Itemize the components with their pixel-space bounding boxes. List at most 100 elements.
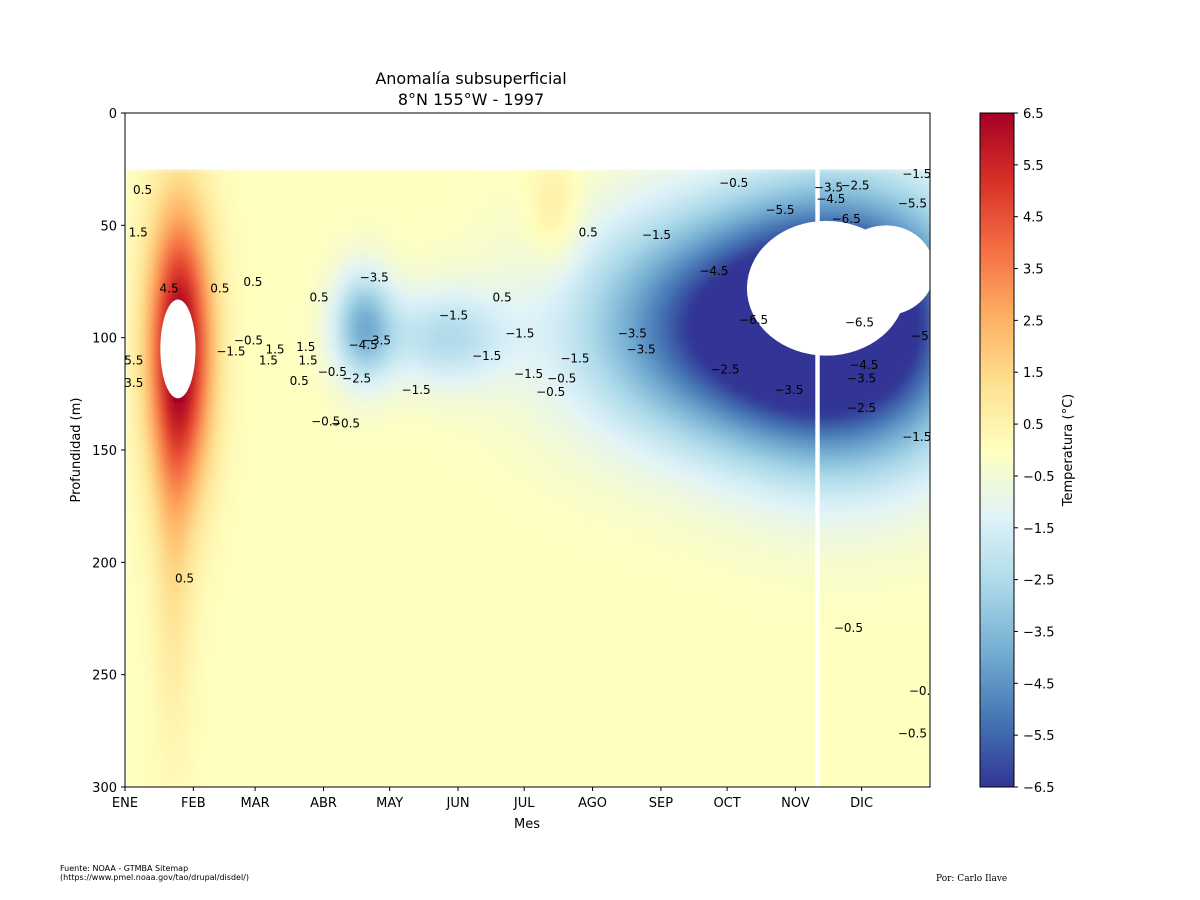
heatmap-cell [469, 645, 476, 655]
heatmap-cell [449, 565, 456, 575]
heatmap-cell [522, 708, 529, 718]
heatmap-cell [218, 322, 225, 332]
heatmap-cell [416, 771, 423, 781]
heatmap-cell [529, 448, 536, 458]
heatmap-cell [323, 457, 330, 467]
heatmap-cell [522, 286, 529, 296]
heatmap-cell [555, 304, 562, 314]
heatmap-cell [535, 663, 542, 673]
heatmap-cell [555, 726, 562, 736]
heatmap-cell [410, 771, 417, 781]
heatmap-cell [410, 574, 417, 584]
heatmap-cell [529, 484, 536, 494]
heatmap-cell [138, 304, 145, 314]
heatmap-cell [251, 601, 258, 611]
heatmap-cell [198, 430, 205, 440]
heatmap-cell [535, 681, 542, 691]
heatmap-cell [251, 574, 258, 584]
heatmap-cell [390, 169, 397, 179]
heatmap-cell [237, 726, 244, 736]
heatmap-cell [231, 708, 238, 718]
heatmap-cell [191, 672, 198, 682]
heatmap-cell [383, 430, 390, 440]
heatmap-cell [555, 286, 562, 296]
heatmap-cell [548, 349, 555, 359]
heatmap-cell [449, 771, 456, 781]
heatmap-cell [171, 753, 178, 763]
heatmap-cell [588, 439, 595, 449]
heatmap-cell [264, 493, 271, 503]
heatmap-cell [363, 223, 370, 233]
heatmap-cell [509, 690, 516, 700]
heatmap-cell [145, 430, 152, 440]
heatmap-cell [264, 250, 271, 260]
heatmap-cell [297, 466, 304, 476]
heatmap-cell [204, 385, 211, 395]
heatmap-cell [429, 475, 436, 485]
heatmap-cell [264, 187, 271, 197]
heatmap-cell [496, 654, 503, 664]
heatmap-cell [191, 645, 198, 655]
heatmap-cell [350, 672, 357, 682]
heatmap-cell [218, 699, 225, 709]
heatmap-cell [462, 250, 469, 260]
heatmap-cell [469, 241, 476, 251]
heatmap-cell [290, 520, 297, 530]
heatmap-cell [310, 187, 317, 197]
heatmap-cell [582, 529, 589, 539]
heatmap-cell [171, 196, 178, 206]
heatmap-cell [548, 565, 555, 575]
heatmap-cell [469, 699, 476, 709]
heatmap-cell [548, 484, 555, 494]
heatmap-cell [370, 448, 377, 458]
heatmap-cell [522, 726, 529, 736]
heatmap-cell [462, 241, 469, 251]
heatmap-cell [582, 385, 589, 395]
heatmap-cell [515, 286, 522, 296]
heatmap-cell [284, 780, 291, 790]
heatmap-cell [376, 394, 383, 404]
heatmap-cell [529, 610, 536, 620]
heatmap-cell [456, 349, 463, 359]
heatmap-cell [456, 178, 463, 188]
heatmap-cell [323, 556, 330, 566]
heatmap-cell [185, 762, 192, 772]
heatmap-cell [284, 322, 291, 332]
heatmap-cell [244, 313, 251, 323]
heatmap-cell [204, 681, 211, 691]
heatmap-cell [323, 448, 330, 458]
heatmap-cell [330, 277, 337, 287]
heatmap-cell [185, 448, 192, 458]
heatmap-cell [509, 277, 516, 287]
heatmap-cell [165, 232, 172, 242]
heatmap-cell [132, 663, 139, 673]
heatmap-cell [462, 196, 469, 206]
heatmap-cell [178, 663, 185, 673]
heatmap-cell [231, 636, 238, 646]
heatmap-cell [456, 601, 463, 611]
heatmap-cell [482, 340, 489, 350]
heatmap-cell [575, 699, 582, 709]
heatmap-cell [290, 430, 297, 440]
heatmap-cell [191, 601, 198, 611]
heatmap-cell [125, 681, 132, 691]
heatmap-cell [522, 412, 529, 422]
heatmap-cell [178, 430, 185, 440]
heatmap-cell [582, 511, 589, 521]
heatmap-cell [350, 565, 357, 575]
heatmap-cell [151, 717, 158, 727]
heatmap-cell [509, 583, 516, 593]
heatmap-cell [436, 592, 443, 602]
heatmap-cell [383, 196, 390, 206]
heatmap-cell [416, 547, 423, 557]
heatmap-cell [423, 277, 430, 287]
heatmap-cell [515, 547, 522, 557]
heatmap-cell [443, 358, 450, 368]
heatmap-cell [383, 681, 390, 691]
heatmap-cell [469, 457, 476, 467]
heatmap-cell [363, 556, 370, 566]
heatmap-cell [350, 457, 357, 467]
heatmap-cell [218, 663, 225, 673]
heatmap-cell [284, 394, 291, 404]
heatmap-cell [575, 484, 582, 494]
